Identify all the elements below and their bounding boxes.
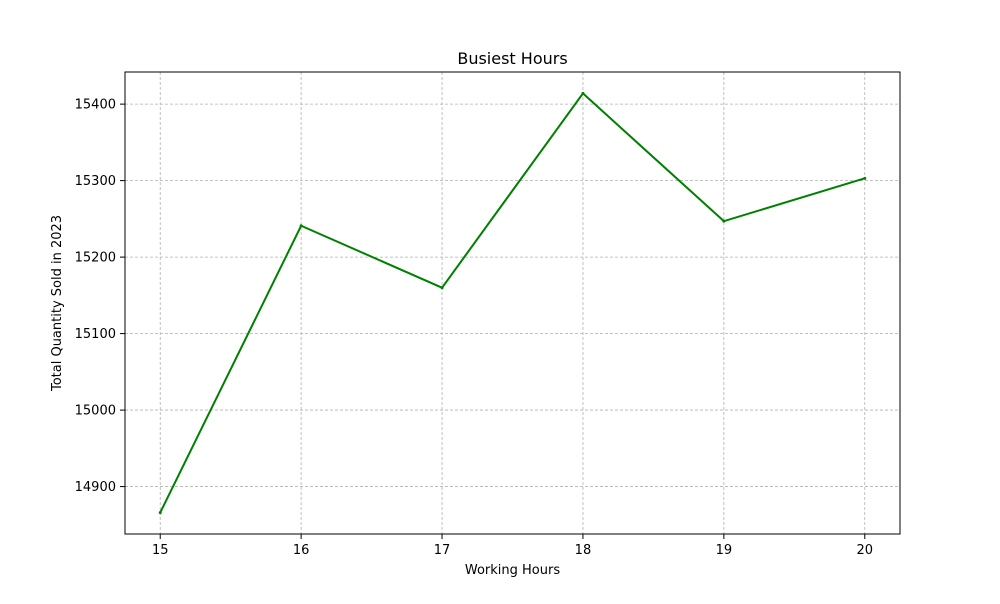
x-tick-label: 15 (152, 543, 169, 558)
plot-frame (124, 71, 901, 535)
y-tick-label: 14900 (75, 480, 116, 495)
x-tick-label: 19 (716, 543, 733, 558)
data-point (863, 176, 867, 180)
y-tick-label: 15200 (75, 251, 116, 266)
data-point (158, 511, 162, 515)
data-point (299, 224, 303, 228)
x-tick-label: 20 (856, 543, 873, 558)
y-tick-label: 15300 (75, 174, 116, 189)
x-tick-label: 18 (575, 543, 592, 558)
x-axis-label: Working Hours (465, 563, 560, 578)
y-tick-label: 15100 (75, 327, 116, 342)
data-point (581, 91, 585, 95)
data-point (440, 286, 444, 290)
x-tick-label: 17 (434, 543, 451, 558)
series-layer (158, 91, 867, 515)
x-tick-label: 16 (293, 543, 310, 558)
data-point (722, 219, 726, 223)
tick-layer: 15 16 17 18 19 20 14900 15000 15100 15200 15300 154… (75, 98, 873, 558)
y-tick-label: 15400 (75, 98, 116, 113)
y-axis-label: Total Quantity Sold in 2023 (50, 215, 65, 392)
y-tick-label: 15000 (75, 404, 116, 419)
series-line (159, 91, 866, 514)
chart-title: Busiest Hours (457, 49, 567, 68)
grid-layer (125, 72, 900, 534)
